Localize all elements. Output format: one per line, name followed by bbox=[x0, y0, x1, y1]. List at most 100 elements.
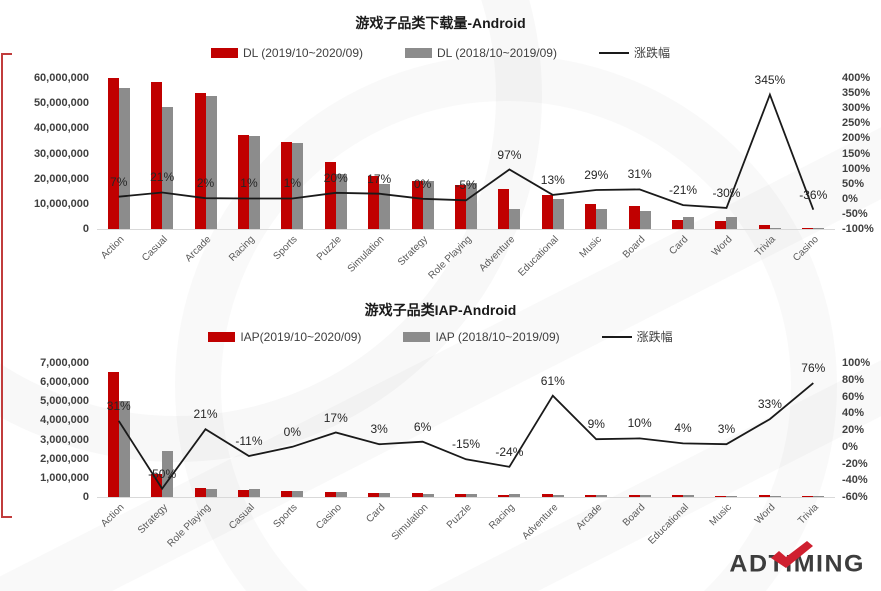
bar-current-period bbox=[237, 134, 249, 229]
x-tick-label: Adventure bbox=[477, 234, 518, 275]
y-tick-label: 2,000,000 bbox=[40, 452, 89, 465]
y-tick-label: 1,000,000 bbox=[40, 471, 89, 484]
bar-current-period bbox=[715, 220, 727, 229]
bar-current-period bbox=[541, 493, 553, 497]
x-tick-label: Role Playing bbox=[426, 234, 474, 282]
bar-previous-period bbox=[639, 211, 651, 229]
pct-change-label: 6% bbox=[413, 419, 432, 434]
bar-current-period bbox=[194, 487, 206, 497]
x-tick-label: Card bbox=[363, 502, 387, 526]
bar-current-period bbox=[802, 495, 814, 497]
bar-previous-period bbox=[379, 183, 391, 229]
logo-check-icon bbox=[771, 541, 813, 568]
bar-previous-period bbox=[292, 142, 304, 229]
right-tick-label: -40% bbox=[842, 474, 868, 487]
bar-previous-period bbox=[683, 495, 695, 497]
x-tick-label: Arcade bbox=[573, 502, 605, 533]
chart-plot: 60,000,000 50,000,000 40,000,000 30,000,000… bbox=[34, 72, 874, 281]
right-tick-label: -20% bbox=[842, 457, 868, 470]
legend-swatch bbox=[404, 47, 432, 58]
x-tick-label: Action bbox=[99, 502, 127, 530]
bar-current-period bbox=[151, 81, 163, 229]
x-tick-label: Trivia bbox=[752, 234, 778, 259]
pct-change-label: 76% bbox=[801, 361, 826, 376]
y-tick-label: 0 bbox=[82, 491, 89, 503]
pct-change-label: 3% bbox=[717, 422, 736, 437]
bar-current-period bbox=[151, 474, 163, 497]
y-tick-label: 7,000,000 bbox=[40, 357, 89, 369]
y-tick-label: 3,000,000 bbox=[40, 433, 89, 446]
bar-previous-period bbox=[552, 495, 564, 497]
pct-change-label: 4% bbox=[674, 421, 692, 436]
x-tick-label: Word bbox=[709, 234, 735, 259]
x-tick-label: Action bbox=[99, 234, 127, 262]
x-tick-label: Educational bbox=[646, 502, 691, 547]
pct-change-label: 17% bbox=[323, 410, 348, 425]
legend-item: IAP (2018/10~2019/09) bbox=[403, 330, 560, 344]
pct-change-label: 20% bbox=[323, 170, 348, 185]
bar-previous-period bbox=[769, 227, 781, 229]
x-tick-label: Adventure bbox=[520, 502, 561, 543]
chart-plot: 7,000,000 6,000,000 5,000,000 4,000,000 3,00… bbox=[40, 357, 870, 549]
bar-current-period bbox=[715, 495, 727, 497]
pct-change-label: -24% bbox=[495, 444, 524, 459]
bar-previous-period bbox=[813, 495, 825, 497]
bar-current-period bbox=[498, 188, 510, 229]
legend-swatch bbox=[598, 51, 629, 54]
x-tick-label: Board bbox=[620, 502, 648, 529]
chart-legend: DL (2019/10~2020/09) DL (2018/10~2019/09)… bbox=[0, 44, 881, 61]
bar-current-period bbox=[194, 93, 206, 229]
right-tick-label: 350% bbox=[842, 87, 871, 100]
legend-swatch bbox=[208, 331, 236, 342]
trend-line bbox=[118, 92, 815, 211]
right-tick-label: -60% bbox=[842, 491, 868, 503]
pct-change-label: 10% bbox=[627, 416, 652, 431]
legend-swatch bbox=[403, 331, 431, 342]
y-tick-label: 30,000,000 bbox=[33, 147, 89, 160]
bar-previous-period bbox=[248, 489, 260, 497]
bar-current-period bbox=[498, 494, 510, 497]
y-tick-label: 20,000,000 bbox=[33, 172, 89, 185]
right-tick-label: 0% bbox=[842, 440, 858, 453]
bar-previous-period bbox=[292, 491, 304, 497]
right-tick-label: 100% bbox=[842, 162, 871, 175]
bar-previous-period bbox=[422, 493, 434, 497]
bar-previous-period bbox=[335, 173, 347, 229]
bar-current-period bbox=[802, 227, 814, 229]
bar-current-period bbox=[411, 181, 423, 229]
y-tick-label: 60,000,000 bbox=[33, 72, 89, 84]
bar-current-period bbox=[281, 491, 293, 497]
right-tick-label: 0% bbox=[842, 192, 858, 205]
x-tick-label: Puzzle bbox=[444, 502, 474, 532]
bar-current-period bbox=[758, 495, 770, 497]
bar-current-period bbox=[368, 492, 380, 497]
pct-change-label: 21% bbox=[150, 170, 175, 185]
bar-current-period bbox=[628, 205, 640, 229]
y-tick-label: 0 bbox=[82, 223, 89, 235]
x-tick-label: Puzzle bbox=[314, 234, 344, 264]
pct-change-label: 7% bbox=[110, 174, 128, 189]
pct-change-label: 9% bbox=[587, 417, 605, 432]
bar-current-period bbox=[628, 494, 640, 497]
x-tick-label: Strategy bbox=[135, 502, 170, 537]
pct-change-label: 0% bbox=[283, 424, 302, 439]
bar-previous-period bbox=[205, 489, 217, 497]
bar-current-period bbox=[672, 495, 684, 497]
bar-previous-period bbox=[813, 227, 825, 229]
right-tick-label: 20% bbox=[842, 424, 865, 436]
y-tick-label: 40,000,000 bbox=[33, 122, 89, 135]
x-tick-label: Simulation bbox=[346, 234, 387, 275]
x-tick-label: Music bbox=[577, 234, 605, 261]
x-tick-label: Role Playing bbox=[165, 502, 214, 550]
bar-current-period bbox=[107, 78, 119, 229]
pct-change-label: 33% bbox=[757, 397, 782, 412]
y-tick-label: 4,000,000 bbox=[40, 414, 89, 427]
x-tick-label: Racing bbox=[226, 234, 257, 264]
pct-change-label: 0% bbox=[413, 176, 432, 191]
bar-current-period bbox=[455, 184, 466, 229]
pct-change-label: 31% bbox=[106, 398, 131, 413]
legend-item: 涨跌幅 bbox=[598, 44, 670, 61]
pct-change-label: 3% bbox=[370, 422, 388, 437]
legend-label: IAP(2019/10~2020/09) bbox=[240, 329, 362, 344]
